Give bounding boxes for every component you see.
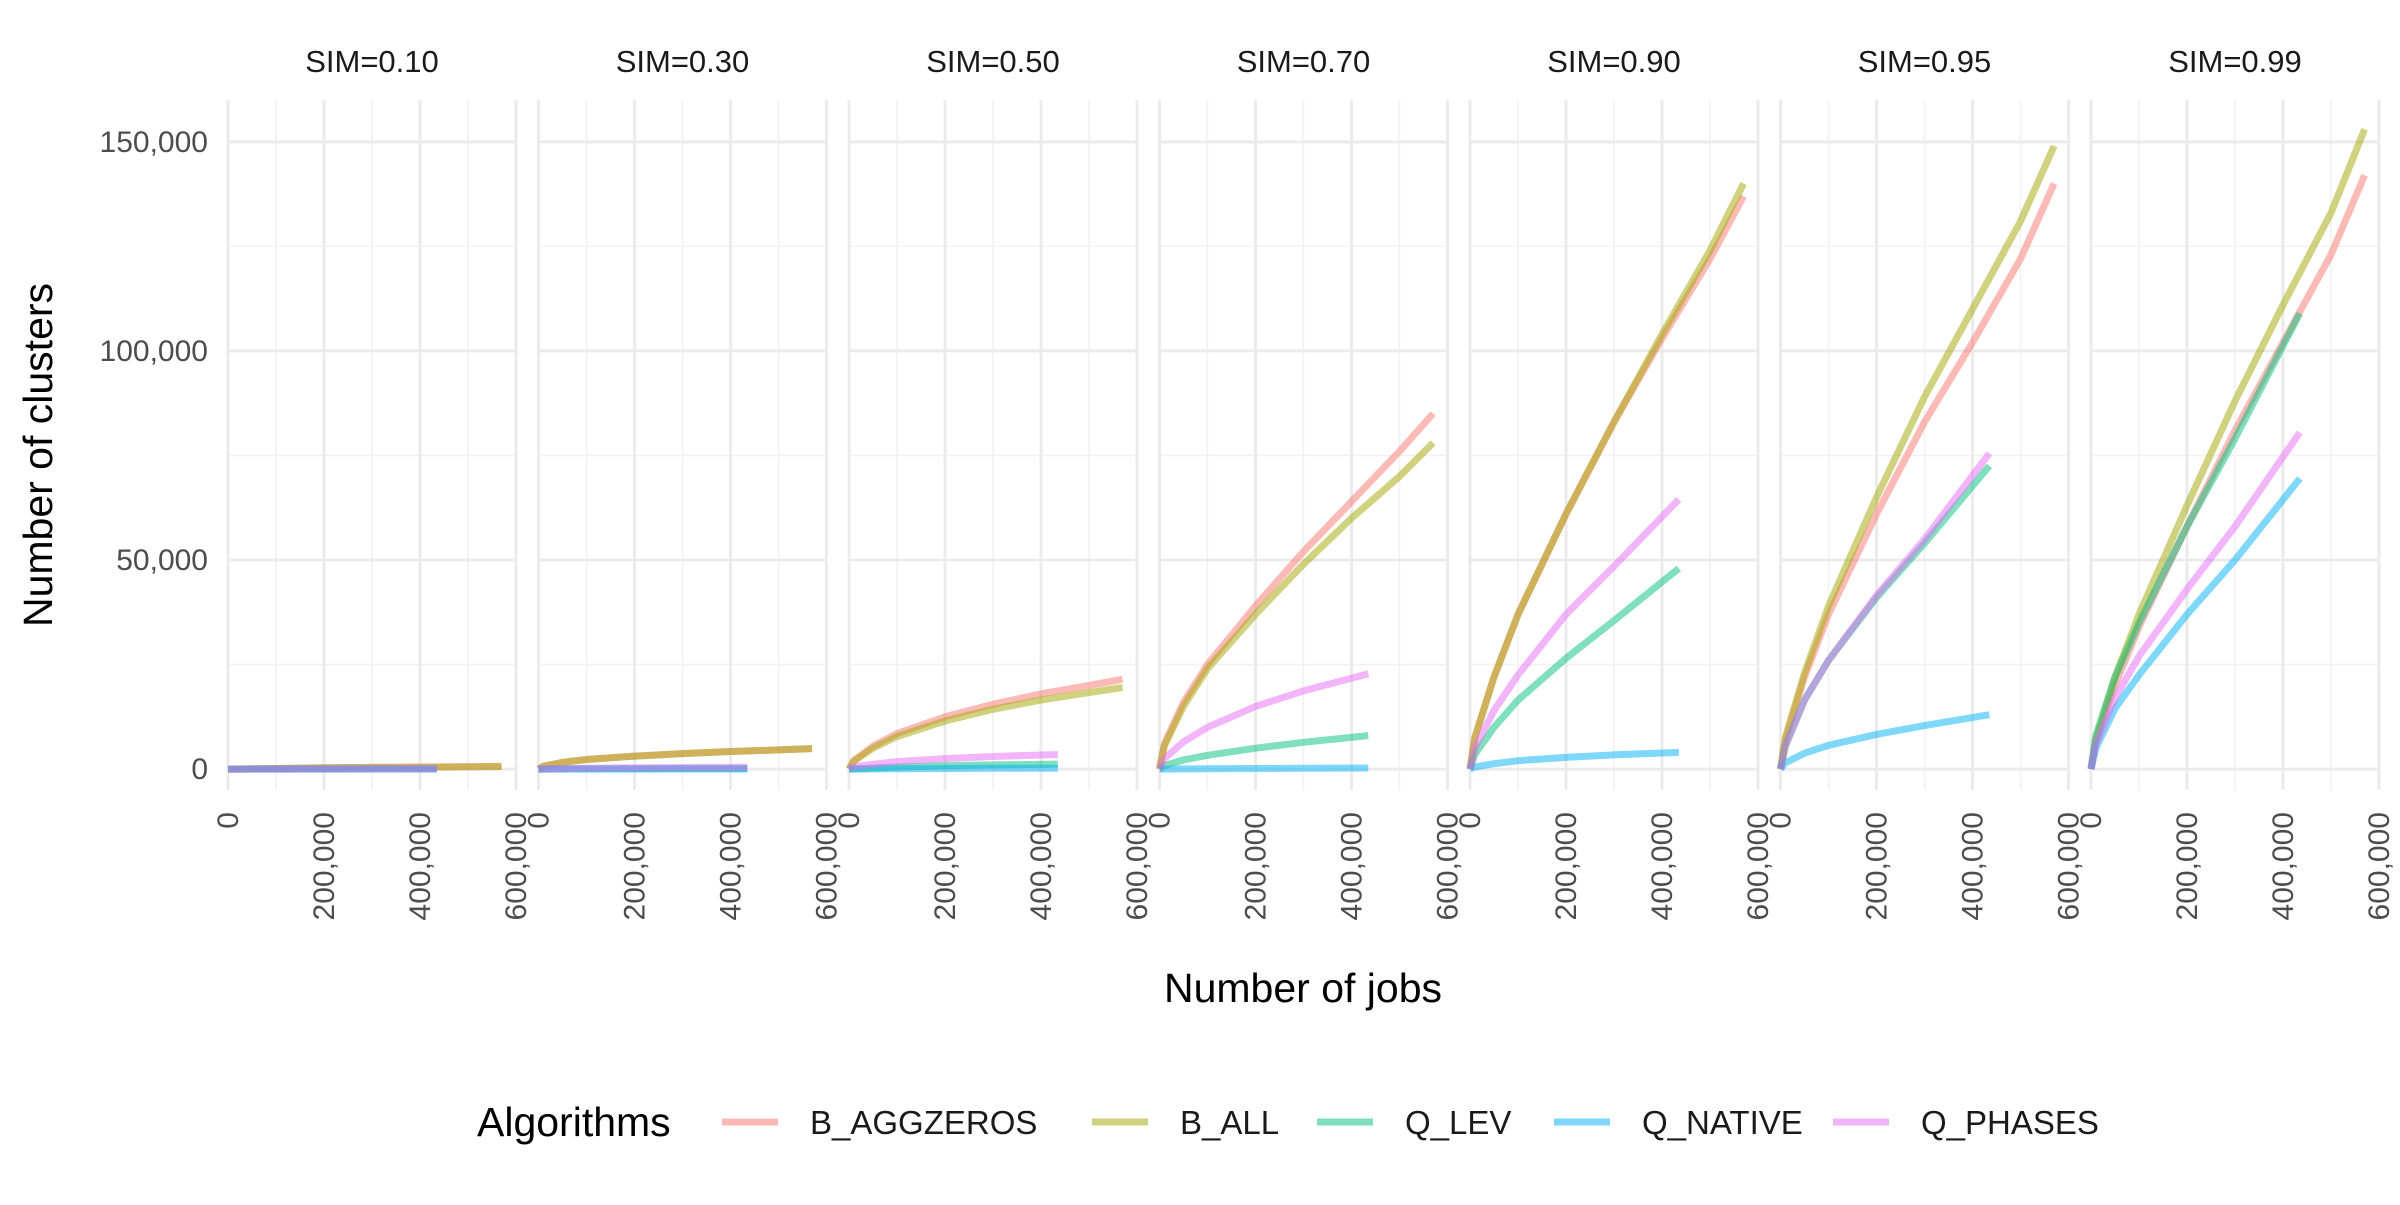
legend-label: B_ALL (1180, 1104, 1279, 1141)
facet-title: SIM=0.70 (1237, 44, 1371, 79)
x-tick-label: 400,000 (2267, 812, 2300, 920)
series-line-q-phases (539, 767, 748, 769)
x-tick-label: 0 (1765, 812, 1798, 829)
facet-title: SIM=0.50 (926, 44, 1060, 79)
legend-label: Q_LEV (1405, 1104, 1511, 1141)
legend-item: Q_NATIVE (1554, 1104, 1803, 1141)
legend-label: Q_NATIVE (1642, 1104, 1803, 1141)
y-tick-label: 0 (191, 753, 208, 786)
x-tick-label: 0 (523, 812, 556, 829)
legend-item: Q_PHASES (1833, 1104, 2099, 1141)
facet-title: SIM=0.95 (1858, 44, 1992, 79)
legend-item: B_ALL (1092, 1104, 1279, 1141)
legend: B_AGGZEROS B_ALL Q_LEV Q_NATIVE Q_PHASES (722, 1104, 2099, 1141)
x-tick-label: 0 (212, 812, 245, 829)
x-tick-label: 600,000 (2363, 812, 2396, 920)
series-line-q-native (849, 768, 1058, 769)
x-tick-label: 200,000 (619, 812, 652, 920)
x-tick-label: 400,000 (404, 812, 437, 920)
y-axis-title: Number of clusters (15, 283, 61, 627)
x-tick-label: 0 (1454, 812, 1487, 829)
series-line-q-lev (1781, 466, 1990, 769)
legend-title: Algorithms (477, 1099, 671, 1145)
legend-label: Q_PHASES (1921, 1104, 2099, 1141)
x-tick-label: 400,000 (715, 812, 748, 920)
facet-panels: 0 50,000 100,000 150,000 SIM=0.10 0 200,000 400… (100, 44, 2396, 920)
x-tick-label: 400,000 (1025, 812, 1058, 920)
x-tick-label: 200,000 (1861, 812, 1894, 920)
x-tick-label: 200,000 (1240, 812, 1273, 920)
y-tick-label: 50,000 (116, 544, 208, 577)
x-tick-label: 0 (2075, 812, 2108, 829)
x-tick-label: 0 (833, 812, 866, 829)
legend-label: B_AGGZEROS (810, 1104, 1037, 1141)
facet-title: SIM=0.10 (305, 44, 439, 79)
series-line-q-native (1781, 715, 1990, 769)
facet-title: SIM=0.99 (2168, 44, 2302, 79)
x-axis-title: Number of jobs (1164, 965, 1442, 1011)
series-line-b-aggzeros (1160, 414, 1434, 769)
series-line-q-native (1160, 768, 1369, 769)
series-line-q-phases (1470, 499, 1679, 769)
y-tick-label: 150,000 (100, 126, 208, 159)
series-line-q-lev (1470, 568, 1679, 769)
x-tick-label: 0 (1144, 812, 1177, 829)
legend-item: Q_LEV (1317, 1104, 1511, 1141)
legend-item: B_AGGZEROS (722, 1104, 1037, 1141)
y-tick-label: 100,000 (100, 335, 208, 368)
x-tick-label: 200,000 (2171, 812, 2204, 920)
series-line-b-all (1160, 443, 1434, 769)
series-line-q-native (2091, 479, 2300, 770)
x-tick-label: 400,000 (1646, 812, 1679, 920)
facet-panel: SIM=0.99 0 200,000 400,000 600,000 (2075, 44, 2396, 920)
x-tick-label: 400,000 (1336, 812, 1369, 920)
x-tick-label: 200,000 (1550, 812, 1583, 920)
series-line-q-native (1470, 752, 1679, 769)
x-tick-label: 200,000 (929, 812, 962, 920)
series-line-b-aggzeros (1781, 184, 2055, 770)
x-tick-label: 400,000 (1957, 812, 1990, 920)
facet-title: SIM=0.30 (616, 44, 750, 79)
facet-title: SIM=0.90 (1547, 44, 1681, 79)
x-tick-label: 200,000 (308, 812, 341, 920)
